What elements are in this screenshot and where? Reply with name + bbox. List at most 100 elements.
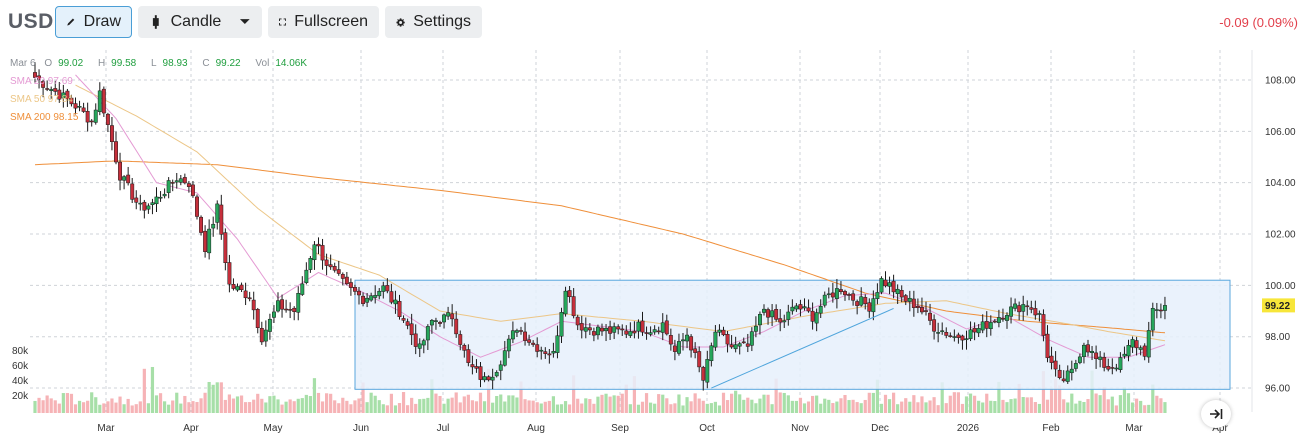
candle-body — [980, 321, 985, 331]
volume-bar — [1118, 395, 1122, 413]
volume-bar — [956, 392, 960, 413]
candle-body — [782, 320, 787, 323]
candle-body — [57, 89, 62, 100]
volume-bar — [401, 392, 406, 413]
volume-tick-label: 40k — [12, 376, 29, 387]
chart-type-dropdown[interactable]: Candle — [138, 6, 262, 38]
scroll-to-latest-button[interactable] — [1201, 400, 1231, 428]
draw-button[interactable]: Draw — [55, 6, 132, 38]
volume-value: 14.06K — [275, 58, 308, 69]
volume-bar — [584, 398, 588, 413]
volume-bar — [438, 395, 442, 413]
volume-bar — [815, 395, 819, 413]
candle-body — [563, 290, 568, 315]
candle-body — [454, 318, 459, 335]
volume-bar — [142, 368, 146, 413]
volume-bar — [41, 400, 45, 413]
candle-body — [701, 367, 706, 381]
candle-body — [1041, 314, 1046, 336]
volume-bar — [904, 398, 908, 413]
legend-date: Mar 6 — [10, 58, 36, 69]
sma50-legend: SMA 50 97.84 — [10, 94, 73, 105]
volume-bar — [883, 394, 888, 413]
candle-body — [1098, 356, 1103, 360]
volume-bar — [859, 403, 863, 413]
candle-body — [972, 327, 977, 333]
volume-bar — [385, 405, 389, 413]
volume-bar — [430, 379, 434, 413]
candle-body — [450, 313, 455, 320]
volume-bar — [1139, 400, 1143, 413]
trendline-drawing[interactable] — [711, 308, 894, 389]
fullscreen-button[interactable]: Fullscreen — [268, 6, 379, 38]
candle-body — [871, 298, 876, 313]
candle-body — [527, 339, 532, 343]
volume-bar — [191, 401, 195, 413]
volume-bar — [1102, 387, 1106, 413]
volume-bar — [406, 405, 410, 413]
volume-bar — [57, 403, 61, 413]
volume-bar — [341, 397, 345, 413]
volume-bar — [624, 384, 628, 413]
volume-bar — [248, 402, 252, 413]
volume-bar — [126, 398, 130, 413]
volume-bar — [1049, 389, 1054, 413]
settings-button[interactable]: Settings — [385, 6, 482, 38]
candle-body — [859, 296, 864, 306]
ohlc-legend: Mar 6 O 99.02 H 99.58 L 98.93 C 99.22 Vol 14.… — [10, 55, 319, 127]
volume-bar — [742, 399, 746, 413]
candle-body — [677, 341, 681, 354]
rectangle-drawing[interactable] — [354, 279, 1231, 390]
candle-body — [903, 295, 908, 302]
fullscreen-button-label: Fullscreen — [294, 13, 368, 30]
volume-bar — [697, 398, 701, 413]
volume-bar — [244, 402, 248, 413]
candle-body — [668, 335, 673, 345]
candle-body — [984, 321, 989, 329]
volume-bar — [499, 394, 503, 413]
sma20-legend: SMA 20 97.69 — [10, 76, 73, 87]
candle-body — [506, 338, 511, 352]
volume-bar — [1062, 399, 1066, 413]
volume-bar — [912, 395, 916, 413]
candle-body — [158, 196, 163, 199]
volume-bar — [920, 396, 924, 413]
volume-bar — [977, 400, 981, 413]
candle-body — [1106, 366, 1111, 370]
volume-bar — [657, 394, 661, 413]
volume-bar — [952, 392, 956, 413]
volume-bar — [1009, 399, 1013, 413]
volume-bar — [596, 396, 600, 413]
candle-body — [587, 327, 592, 331]
volume-bar — [916, 402, 920, 413]
candle-body — [1005, 315, 1009, 321]
volume-bar — [312, 378, 317, 413]
candle-body — [227, 262, 232, 285]
candle-body — [543, 351, 548, 354]
candle-body — [1134, 340, 1139, 349]
candle-body — [1009, 306, 1013, 317]
volume-bar — [361, 382, 365, 413]
candle-body — [879, 278, 884, 293]
candle-body — [312, 244, 317, 261]
candlesticks[interactable] — [33, 62, 1167, 391]
volume-bar — [397, 403, 402, 413]
volume-bar — [896, 404, 900, 413]
candle-body — [523, 331, 527, 341]
candle-body — [211, 223, 216, 229]
candle-body — [1146, 330, 1151, 358]
volume-tick-label: 80k — [12, 346, 29, 357]
volume-bar — [649, 402, 653, 413]
volume-bar — [353, 400, 357, 413]
open-value: 99.02 — [58, 58, 84, 69]
candle-body — [996, 317, 1001, 323]
candle-body — [142, 201, 147, 211]
volume-bar — [393, 405, 398, 413]
candle-body — [308, 258, 313, 270]
x-tick-label: Oct — [699, 423, 715, 434]
candle-body — [717, 329, 722, 333]
volume-bar — [1130, 402, 1135, 413]
draw-button-label: Draw — [83, 13, 121, 30]
x-tick-label: Aug — [527, 423, 545, 434]
